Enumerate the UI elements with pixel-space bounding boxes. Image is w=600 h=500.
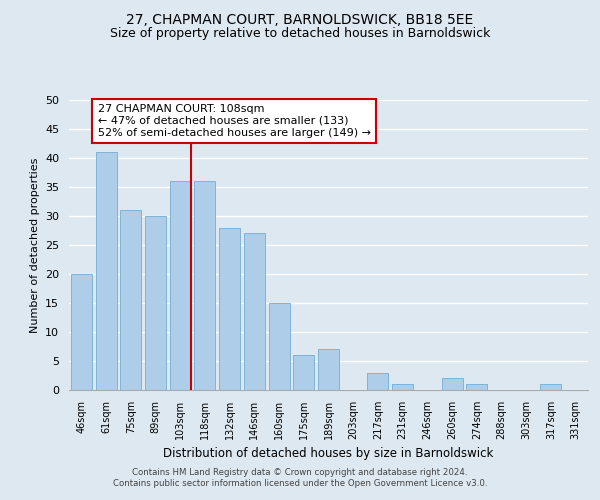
Bar — [120, 210, 141, 390]
Bar — [145, 216, 166, 390]
Bar — [541, 384, 562, 390]
Bar — [293, 355, 314, 390]
Text: Size of property relative to detached houses in Barnoldswick: Size of property relative to detached ho… — [110, 28, 490, 40]
Y-axis label: Number of detached properties: Number of detached properties — [29, 158, 40, 332]
Text: 27, CHAPMAN COURT, BARNOLDSWICK, BB18 5EE: 27, CHAPMAN COURT, BARNOLDSWICK, BB18 5E… — [127, 12, 473, 26]
Bar — [219, 228, 240, 390]
Bar — [442, 378, 463, 390]
Bar — [318, 350, 339, 390]
X-axis label: Distribution of detached houses by size in Barnoldswick: Distribution of detached houses by size … — [163, 448, 494, 460]
Text: 27 CHAPMAN COURT: 108sqm
← 47% of detached houses are smaller (133)
52% of semi-: 27 CHAPMAN COURT: 108sqm ← 47% of detach… — [98, 104, 371, 138]
Bar — [194, 181, 215, 390]
Bar — [367, 372, 388, 390]
Bar — [269, 303, 290, 390]
Bar — [170, 181, 191, 390]
Bar — [244, 234, 265, 390]
Bar — [392, 384, 413, 390]
Bar — [95, 152, 116, 390]
Bar — [71, 274, 92, 390]
Text: Contains HM Land Registry data © Crown copyright and database right 2024.
Contai: Contains HM Land Registry data © Crown c… — [113, 468, 487, 487]
Bar — [466, 384, 487, 390]
